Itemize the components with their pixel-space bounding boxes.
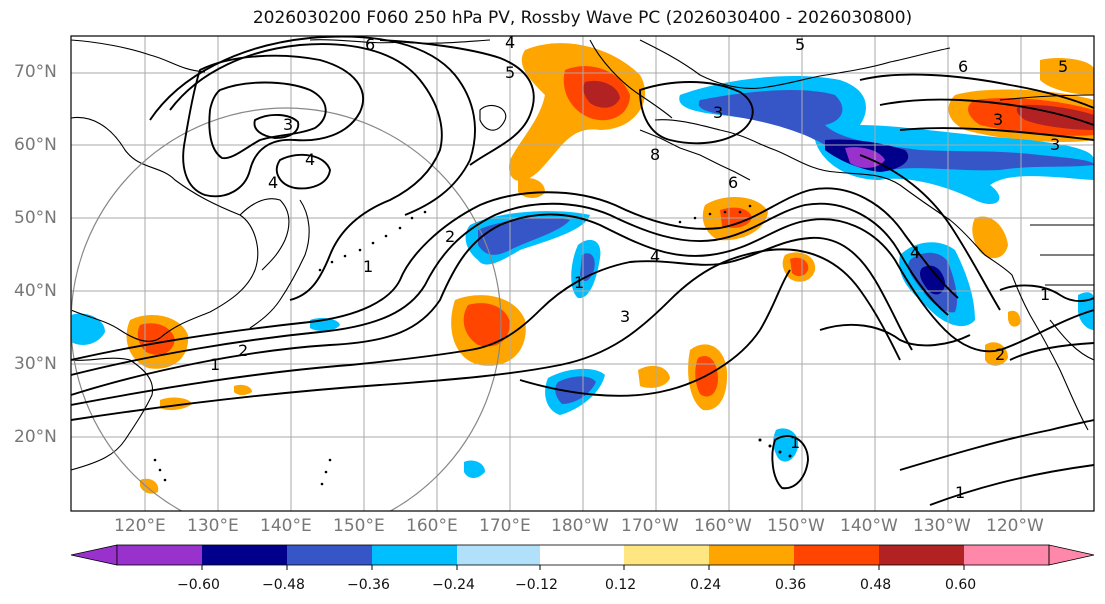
colorbar xyxy=(70,544,1095,570)
colorbar-bin xyxy=(879,545,964,565)
colorbar-bin xyxy=(540,545,624,565)
colorbar-tick-label: −0.24 xyxy=(432,577,475,593)
contour-label: 4 xyxy=(505,33,515,52)
colorbar-tick-label: 0.24 xyxy=(690,577,722,593)
lon-label: 150°W xyxy=(767,516,825,536)
contour-label: 4 xyxy=(910,243,920,262)
colorbar-bin xyxy=(202,545,287,565)
colorbar-tick-label: −0.12 xyxy=(515,577,558,593)
contour-label: 1 xyxy=(790,433,800,452)
island-chains xyxy=(153,204,792,486)
contour-label: 1 xyxy=(1040,285,1050,304)
contour-label: 6 xyxy=(728,173,738,192)
colorbar-bin xyxy=(624,545,709,565)
colorbar-tick-label: 0.36 xyxy=(775,577,807,593)
lon-label: 160°E xyxy=(406,516,458,536)
lon-label: 170°E xyxy=(479,516,531,536)
lon-label: 120°W xyxy=(986,516,1044,536)
lon-label: 120°E xyxy=(114,516,166,536)
colorbar-high-extension xyxy=(1048,544,1095,566)
contour-label: 1 xyxy=(574,273,584,292)
anomaly-blob xyxy=(71,313,105,345)
lon-label: 180°W xyxy=(551,516,609,536)
contour-label: 3 xyxy=(1050,135,1060,154)
colorbar-bin xyxy=(964,545,1049,565)
anomaly-blob xyxy=(985,342,1008,366)
contour-label: 4 xyxy=(305,150,315,169)
anomaly-blob xyxy=(638,365,670,388)
colorbar-bin xyxy=(372,545,457,565)
contour-label: 3 xyxy=(993,110,1003,129)
contour-label: 3 xyxy=(620,307,630,326)
anomaly-blob xyxy=(137,323,175,355)
colorbar-tick-label: −0.48 xyxy=(262,577,305,593)
anomaly-blob xyxy=(1040,58,1094,95)
anomaly-blob xyxy=(555,376,596,404)
lat-label: 40°N xyxy=(14,281,57,301)
contour-label: 1 xyxy=(363,257,373,276)
lon-label: 170°W xyxy=(621,516,679,536)
contour-label: 4 xyxy=(268,173,278,192)
anomaly-blob xyxy=(463,303,510,347)
lat-label: 20°N xyxy=(14,427,57,447)
colorbar-bin xyxy=(457,545,540,565)
lon-label: 150°E xyxy=(333,516,385,536)
colorbar-bin xyxy=(117,545,202,565)
anomaly-blob xyxy=(698,90,1094,171)
colorbar-bin xyxy=(794,545,879,565)
colorbar-bin xyxy=(287,545,372,565)
contour-labels: 6 5 4 3 4 5 3 4 3 2 1 1 2 3 4 6 5 3 1 1 … xyxy=(210,33,1068,502)
lon-label: 160°W xyxy=(694,516,752,536)
anomaly-blob xyxy=(790,257,809,277)
map-frame xyxy=(70,35,1095,512)
anomaly-blob xyxy=(234,384,252,395)
lon-label: 130°E xyxy=(187,516,239,536)
anomaly-blob xyxy=(478,217,570,255)
lon-label: 140°E xyxy=(260,516,312,536)
colorbar-tick-label: 0.60 xyxy=(945,577,977,593)
colorbar-low-extension xyxy=(70,544,118,566)
anomaly-blob xyxy=(920,265,945,295)
anomaly-blob xyxy=(1008,310,1021,327)
lat-label: 70°N xyxy=(14,62,57,82)
lat-label: 30°N xyxy=(14,354,57,374)
gridlines xyxy=(71,36,1094,511)
colorbar-tick-label: 0.48 xyxy=(860,577,892,593)
chart-title: 2026030200 F060 250 hPa PV, Rossby Wave … xyxy=(252,8,913,28)
contour-label: 6 xyxy=(365,35,375,54)
anomaly-blob xyxy=(583,80,620,108)
lat-label: 60°N xyxy=(14,135,57,155)
contour-label: 2 xyxy=(995,345,1005,364)
colorbar-tick-label: −0.60 xyxy=(177,577,220,593)
colorbar-tick-label: 0.12 xyxy=(605,577,637,593)
contour-label: 5 xyxy=(1058,57,1068,76)
contour-label: 3 xyxy=(283,115,293,134)
colorbar-bin xyxy=(709,545,794,565)
contour-label: 5 xyxy=(795,35,805,54)
contour-label: 4 xyxy=(650,247,660,266)
colorbar-tick-label: −0.36 xyxy=(347,577,390,593)
contour-label: 5 xyxy=(505,63,515,82)
anomaly-blob xyxy=(972,216,1008,259)
colorbar-frame xyxy=(116,544,1050,566)
reference-circle xyxy=(71,107,502,511)
contour-label: 8 xyxy=(650,145,660,164)
contour-label: 1 xyxy=(210,355,220,374)
anomaly-blob xyxy=(1016,104,1094,130)
contour-label: 6 xyxy=(958,57,968,76)
lat-label: 50°N xyxy=(14,208,57,228)
lon-label: 130°W xyxy=(913,516,971,536)
pv-contours xyxy=(71,36,1094,506)
contour-label: 2 xyxy=(238,341,248,360)
anomaly-blob xyxy=(464,460,485,478)
contour-label: 3 xyxy=(713,103,723,122)
contour-label: 2 xyxy=(445,227,455,246)
contour-label: 1 xyxy=(955,483,965,502)
lon-label: 140°W xyxy=(840,516,898,536)
